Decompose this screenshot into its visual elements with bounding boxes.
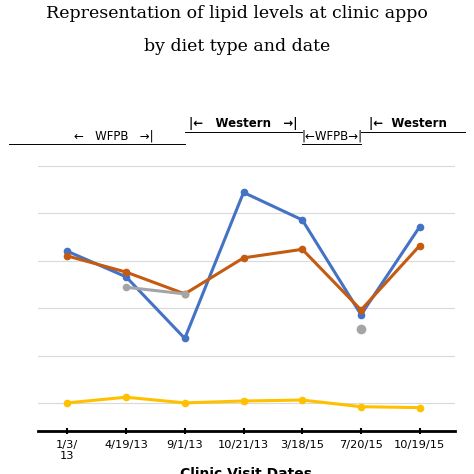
Text: |←  Western: |← Western	[369, 118, 447, 130]
Text: Representation of lipid levels at clinic appo: Representation of lipid levels at clinic…	[46, 5, 428, 22]
Text: by diet type and date: by diet type and date	[144, 38, 330, 55]
Text: |←   Western   →|: |← Western →|	[189, 118, 298, 130]
X-axis label: Clinic Visit Dates: Clinic Visit Dates	[181, 467, 312, 474]
Text: ←   WFPB   →|: ← WFPB →|	[74, 129, 154, 142]
Text: |←WFPB→|: |←WFPB→|	[301, 129, 362, 142]
